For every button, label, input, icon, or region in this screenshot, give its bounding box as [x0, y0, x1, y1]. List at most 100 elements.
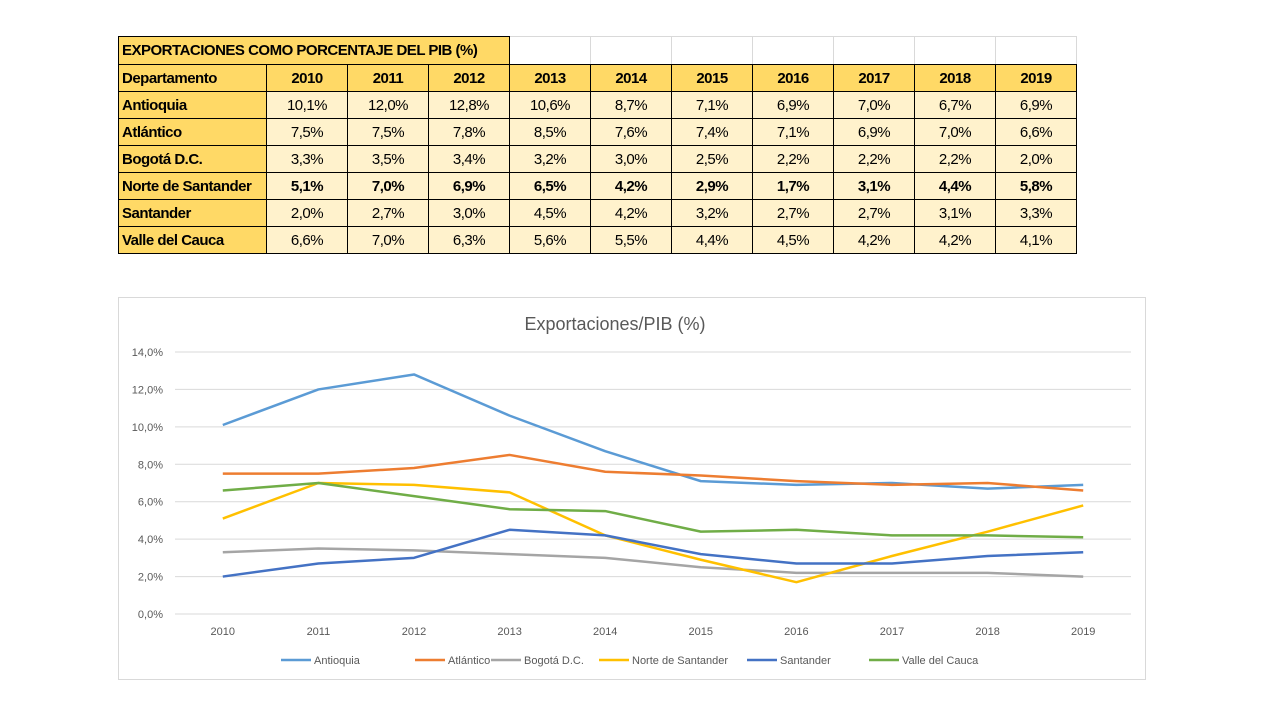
- table-cell: 6,9%: [752, 91, 834, 119]
- table-cell: 5,5%: [590, 226, 672, 254]
- table-cell: 2,7%: [752, 199, 834, 227]
- table-cell: 6,6%: [995, 118, 1077, 146]
- x-tick-label: 2010: [211, 626, 235, 638]
- table-cell: 7,0%: [833, 91, 915, 119]
- header-year: 2013: [509, 64, 591, 92]
- table-cell: 7,8%: [428, 118, 510, 146]
- table-cell: 4,2%: [914, 226, 996, 254]
- y-tick-label: 4,0%: [138, 534, 163, 546]
- table-row: Santander 2,0% 2,7% 3,0% 4,5% 4,2% 3,2% 2,7% 2,7…: [118, 199, 1077, 227]
- table-cell: 5,6%: [509, 226, 591, 254]
- x-tick-label: 2019: [1071, 626, 1095, 638]
- series-line-santander: [222, 528, 1084, 578]
- table-cell: 6,5%: [509, 172, 591, 200]
- table-cell: 2,2%: [914, 145, 996, 173]
- header-year: 2014: [590, 64, 672, 92]
- table-cell: 3,0%: [590, 145, 672, 173]
- row-department: Atlántico: [118, 118, 267, 146]
- table-cell: 7,1%: [752, 118, 834, 146]
- row-department: Santander: [118, 199, 267, 227]
- table-cell: 7,0%: [914, 118, 996, 146]
- table-header-row: Departamento 2010 2011 2012 2013 2014 2015 2016…: [118, 64, 1077, 92]
- y-tick-label: 6,0%: [138, 497, 163, 509]
- table-cell: 2,5%: [671, 145, 753, 173]
- table-cell: 2,7%: [833, 199, 915, 227]
- chart-title: Exportaciones/PIB (%): [524, 314, 705, 334]
- table-cell: 6,3%: [428, 226, 510, 254]
- y-tick-label: 12,0%: [132, 384, 163, 396]
- table-cell: 7,1%: [671, 91, 753, 119]
- table-title: EXPORTACIONES COMO PORCENTAJE DEL PIB (%…: [118, 36, 510, 65]
- table-cell: 7,0%: [347, 226, 429, 254]
- legend-label: Bogotá D.C.: [524, 655, 584, 667]
- series-line-antioquia: [222, 373, 1084, 490]
- header-year: 2016: [752, 64, 834, 92]
- row-department: Antioquia: [118, 91, 267, 119]
- table-cell: 3,5%: [347, 145, 429, 173]
- header-year: 2011: [347, 64, 429, 92]
- table-cell: 4,4%: [671, 226, 753, 254]
- table-cell: 7,0%: [347, 172, 429, 200]
- exports-table: EXPORTACIONES COMO PORCENTAJE DEL PIB (%…: [118, 36, 1077, 254]
- table-row: Norte de Santander 5,1% 7,0% 6,9% 6,5% 4,2% 2,…: [118, 172, 1077, 200]
- table-row: Valle del Cauca 6,6% 7,0% 6,3% 5,6% 5,5% 4,4% 4…: [118, 226, 1077, 254]
- x-tick-label: 2017: [880, 626, 904, 638]
- table-cell: 2,9%: [671, 172, 753, 200]
- x-tick-label: 2011: [307, 626, 331, 638]
- table-cell: 6,7%: [914, 91, 996, 119]
- table-cell: 6,9%: [833, 118, 915, 146]
- header-year: 2018: [914, 64, 996, 92]
- y-tick-label: 0,0%: [138, 609, 163, 621]
- x-tick-label: 2016: [784, 626, 808, 638]
- table-cell: 2,2%: [752, 145, 834, 173]
- table-cell: 6,6%: [266, 226, 348, 254]
- table-cell: 3,3%: [266, 145, 348, 173]
- table-cell: 4,5%: [509, 199, 591, 227]
- table-cell: 5,1%: [266, 172, 348, 200]
- header-year: 2015: [671, 64, 753, 92]
- series-line-atl-ntico: [222, 453, 1084, 492]
- x-tick-label: 2015: [689, 626, 713, 638]
- legend-label: Norte de Santander: [632, 655, 728, 667]
- table-cell: 2,7%: [347, 199, 429, 227]
- table-cell: 3,2%: [671, 199, 753, 227]
- header-year: 2010: [266, 64, 348, 92]
- x-tick-label: 2018: [975, 626, 999, 638]
- row-department: Norte de Santander: [118, 172, 267, 200]
- table-cell: 7,6%: [590, 118, 672, 146]
- table-cell: 4,2%: [833, 226, 915, 254]
- table-cell: 7,5%: [347, 118, 429, 146]
- table-cell: 8,7%: [590, 91, 672, 119]
- y-tick-label: 14,0%: [132, 347, 163, 359]
- table-cell: 2,0%: [995, 145, 1077, 173]
- table-cell: 8,5%: [509, 118, 591, 146]
- series-line-norte-de-santander: [222, 481, 1084, 584]
- header-year: 2019: [995, 64, 1077, 92]
- table-cell: 1,7%: [752, 172, 834, 200]
- row-department: Valle del Cauca: [118, 226, 267, 254]
- table-cell: 3,4%: [428, 145, 510, 173]
- table-cell: 10,6%: [509, 91, 591, 119]
- row-department: Bogotá D.C.: [118, 145, 267, 173]
- table-cell: 3,1%: [833, 172, 915, 200]
- table-cell: 3,1%: [914, 199, 996, 227]
- chart-container: Exportaciones/PIB (%) 0,0% 2,0% 4,0% 6,0% 8,…: [118, 297, 1146, 680]
- table-cell: 4,2%: [590, 199, 672, 227]
- legend-label: Santander: [780, 655, 831, 667]
- table-row: Bogotá D.C. 3,3% 3,5% 3,4% 3,2% 3,0% 2,5% 2,2% 2…: [118, 145, 1077, 173]
- table-cell: 4,5%: [752, 226, 834, 254]
- y-tick-label: 2,0%: [138, 572, 163, 584]
- table-title-row: EXPORTACIONES COMO PORCENTAJE DEL PIB (%…: [118, 36, 1077, 65]
- table-cell: 6,9%: [995, 91, 1077, 119]
- y-tick-label: 8,0%: [138, 459, 163, 471]
- legend-label: Valle del Cauca: [902, 655, 979, 667]
- table-cell: 3,2%: [509, 145, 591, 173]
- table-cell: 5,8%: [995, 172, 1077, 200]
- header-departamento: Departamento: [118, 64, 267, 92]
- table-cell: 7,4%: [671, 118, 753, 146]
- series-line-valle-del-cauca: [222, 481, 1084, 539]
- x-tick-label: 2014: [593, 626, 617, 638]
- table-cell: 12,8%: [428, 91, 510, 119]
- table-cell: 2,2%: [833, 145, 915, 173]
- header-year: 2012: [428, 64, 510, 92]
